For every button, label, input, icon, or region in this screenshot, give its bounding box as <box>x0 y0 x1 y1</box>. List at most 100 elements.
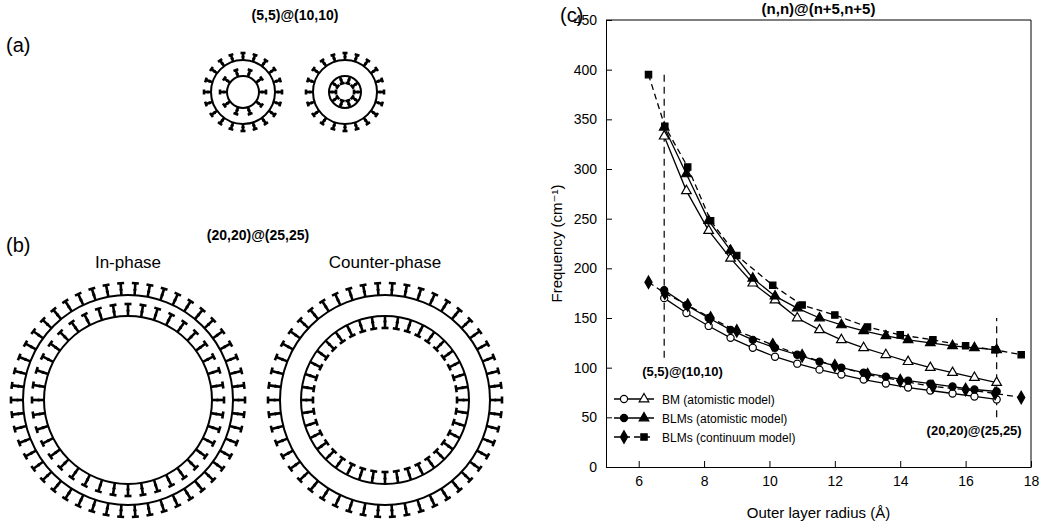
tube-b-in-phase-outer-atom-head <box>188 497 194 501</box>
tube-b-counter-phase-outer-atom-head <box>486 341 489 347</box>
marker <box>661 287 668 299</box>
tube-a-counter-phase-inner-atom-head <box>353 90 356 95</box>
tube-a-counter-phase <box>306 53 384 131</box>
panel-label: (b) <box>6 234 30 256</box>
tube-b-in-phase-outer-atom-dot <box>67 305 70 308</box>
tube-b-counter-phase-outer-atom-head <box>478 466 482 472</box>
y-axis: 050100150200250300350400450 <box>574 12 612 475</box>
tube-b-counter-phase-outer-atom <box>363 503 365 515</box>
tube-b-in-phase-inner-atom <box>211 413 223 415</box>
tube-b-counter-phase-inner-atom-head <box>340 340 346 344</box>
marker <box>864 324 870 330</box>
tube-b-in-phase-outer-atom-dot <box>223 452 226 455</box>
tick-label: 400 <box>574 62 598 78</box>
tube-b-counter-phase-inner-atom <box>359 320 363 331</box>
tube-b-counter-phase-outer-atom <box>300 472 309 480</box>
tube-a-counter-phase-inner-atom-dot <box>354 98 357 101</box>
tube-b-counter-phase-inner-atom <box>302 387 314 389</box>
tube-b-in-phase-inner-atom-head <box>182 476 188 480</box>
tick: 16 <box>958 461 974 489</box>
tube-b-in-phase-inner-atom-dot <box>140 310 143 313</box>
panel-label: (c) <box>560 4 583 26</box>
tube-b-counter-phase-outer-atom <box>268 399 280 402</box>
tube-b-in-phase-outer-atom-head <box>161 288 168 290</box>
tube-b-in-phase-outer-atom-dot <box>173 299 176 302</box>
tube-b-in-phase-outer-atom <box>133 505 136 517</box>
tube-a-counter-phase-outer-ring <box>313 60 377 124</box>
tube-b-counter-phase-inner-atom-head <box>382 327 389 330</box>
tube-b-counter-phase-outer-atom-head <box>288 466 292 472</box>
tube-b-in-phase-outer-atom <box>226 357 237 361</box>
tube-b-counter-phase-outer-atom-head <box>281 453 284 459</box>
chart-title: (n,n)@(n+5,n+5) <box>762 0 876 17</box>
tube-a-counter-phase-outer-atom-head <box>331 128 336 130</box>
tube-b-in-phase-inner-atom-head <box>31 397 34 404</box>
tube-b-counter-phase-outer-atom <box>487 426 499 429</box>
tube-a-counter-phase-outer-atom-dot <box>310 80 313 83</box>
marker <box>882 380 889 387</box>
tube-b-in-phase-inner-atom <box>33 413 45 415</box>
marker <box>864 368 871 380</box>
tube-b-counter-phase-outer-atom <box>269 413 281 415</box>
tube-a-in-phase-inner-atom-head <box>260 103 263 107</box>
tick-label: 100 <box>574 360 598 376</box>
tube-b-in-phase-outer-atom <box>213 462 223 469</box>
tube-b-counter-phase-inner-atom-dot <box>458 423 461 426</box>
tube-a-in-phase-outer-atom-head <box>273 113 276 117</box>
tube-a-in-phase-inner-atom-head <box>234 113 239 115</box>
tube-b-counter-phase-outer-atom <box>376 505 379 517</box>
tube-b-in-phase-outer-atom <box>92 500 96 511</box>
marker <box>707 217 713 223</box>
tube-b-in-phase-inner-atom-head <box>36 367 38 374</box>
tube-a-in-phase-inner-atom-dot <box>235 72 238 75</box>
tube-b-in-phase-outer-atom <box>78 294 83 305</box>
tube-b-counter-phase-inner-atom-head <box>393 328 400 329</box>
tube-b-in-phase-inner-atom-dot <box>99 483 102 486</box>
tube-b-counter-phase-outer-atom-head <box>389 282 396 285</box>
tube-a-in-phase-outer-atom-dot <box>252 57 255 60</box>
tube-b-counter-phase-inner-atom-dot <box>313 363 316 366</box>
tube-b-counter-phase-outer-atom-dot <box>464 323 467 326</box>
tube-b-in-phase-inner-atom-dot <box>216 398 219 401</box>
tube-b-counter-phase-inner-atom-head <box>448 430 451 436</box>
tube-b-counter-phase-outer-atom-head <box>271 368 273 375</box>
legend-marker <box>641 434 647 440</box>
tube-a-counter-phase-outer-atom-dot <box>364 119 367 122</box>
tube-b-counter-phase-inner-atom <box>453 374 464 378</box>
tube-a-in-phase-outer-atom-dot <box>231 124 234 127</box>
tube-b-counter-phase-inner-atom-head <box>312 397 315 404</box>
tube-b-counter-phase-inner-atom <box>407 468 411 479</box>
y-axis-title: Frequency (cm⁻¹) <box>548 185 565 303</box>
tube-b-counter-phase-inner-atom-head <box>456 408 457 415</box>
tube-b-counter-phase-outer-atom <box>322 489 328 499</box>
tube-b-in-phase-inner-atom <box>72 322 79 332</box>
tube-b-counter-phase-inner-atom <box>336 458 343 468</box>
tube-b-in-phase-outer-atom-head <box>24 453 27 459</box>
tick: 0 <box>589 459 612 475</box>
tube-b-counter-phase-inner-atom-head <box>349 463 355 466</box>
tube-b-counter-phase-outer-atom <box>376 283 379 295</box>
x-axis: 681012141618 <box>607 461 1040 489</box>
tube-b-in-phase-outer-atom <box>12 385 24 387</box>
tube-b-in-phase-outer-atom-dot <box>79 299 82 302</box>
tube-b-counter-phase-outer-atom <box>363 285 365 297</box>
tube-b-in-phase-outer-atom-head <box>188 299 194 303</box>
tube-b-counter-phase-inner-atom-dot <box>447 352 450 355</box>
tube-b-counter-phase-outer-atom <box>489 413 501 415</box>
tube-b-in-phase-outer-atom-head <box>89 288 96 290</box>
tube-b-in-phase-outer-atom <box>148 285 150 297</box>
tube-b-in-phase-inner-atom <box>42 438 53 443</box>
tube-b-counter-phase-outer-atom-dot <box>473 334 476 337</box>
tube-b-in-phase-inner-atom-head <box>48 341 52 347</box>
tube-b-counter-phase-inner-atom-dot <box>458 374 461 377</box>
tube-b-counter-phase-outer-atom <box>276 357 287 361</box>
tube-b-in-phase-outer-atom-dot <box>37 463 40 466</box>
tube-b-counter-phase-inner-atom <box>436 451 444 459</box>
marker <box>645 276 652 288</box>
tube-b-in-phase-outer-atom-dot <box>133 288 136 291</box>
marker <box>815 312 825 320</box>
tube-b-counter-phase-outer-atom <box>477 451 488 457</box>
tube-b-counter-phase-outer-atom-dot <box>493 385 496 388</box>
tick-label: 8 <box>701 473 709 489</box>
tick-label: 10 <box>762 473 778 489</box>
